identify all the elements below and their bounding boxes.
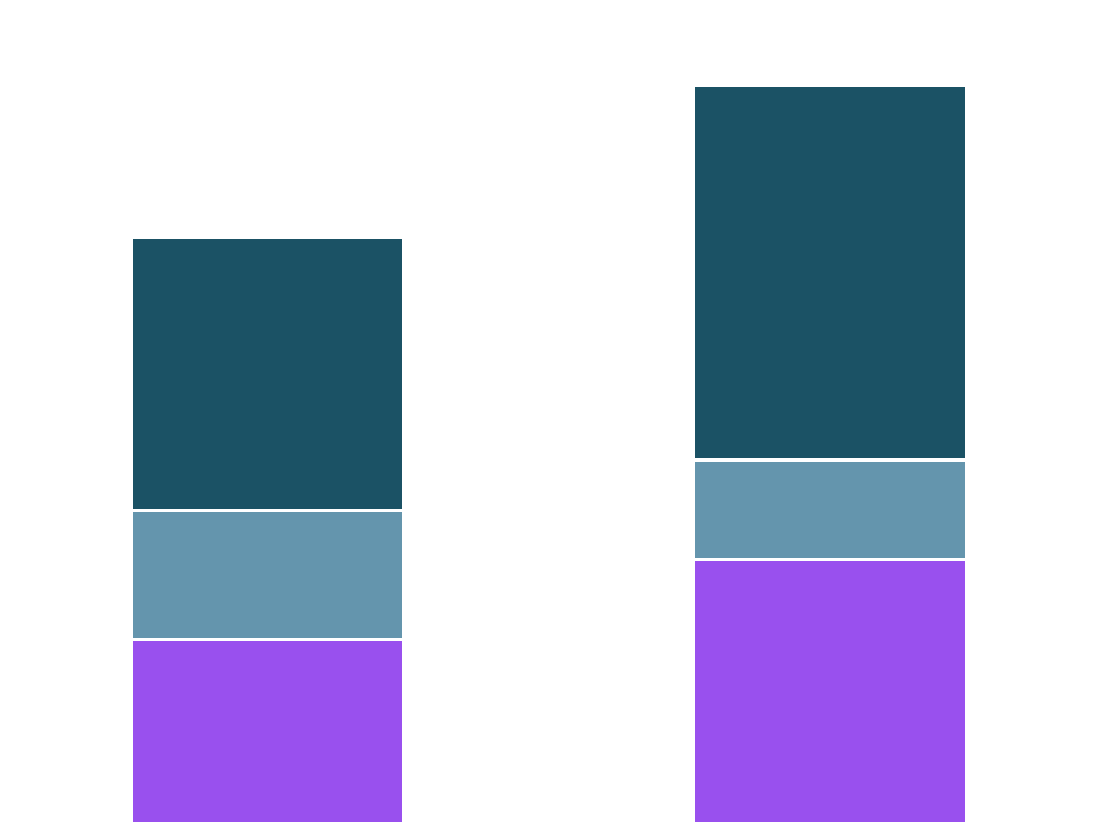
bar-1-separator-upper xyxy=(133,509,402,512)
bar-1-segment-series-3[interactable]: 27 xyxy=(133,239,402,509)
bar-1-segment-series-1-value: 18.1 xyxy=(133,641,134,642)
stacked-bar-category-2[interactable]: Category 2 37.1 9.6 26.1 xyxy=(695,87,965,822)
bar-2-segment-series-2-value: 9.6 xyxy=(695,462,696,463)
stacked-bar-category-1[interactable]: Category 1 27 12.6 18.1 xyxy=(133,239,402,822)
bar-1-segment-series-2[interactable]: 12.6 xyxy=(133,512,402,638)
bar-2-segment-series-1[interactable]: 26.1 xyxy=(695,561,965,822)
bar-2-segment-series-1-value: 26.1 xyxy=(695,561,696,562)
bar-2-segment-series-3[interactable]: 37.1 xyxy=(695,87,965,458)
bar-1-segment-series-1[interactable]: 18.1 xyxy=(133,641,402,822)
bar-1-segment-series-2-value: 12.6 xyxy=(133,512,134,513)
bar-2-segment-series-3-value: 37.1 xyxy=(695,87,696,88)
bar-2-segment-series-2[interactable]: 9.6 xyxy=(695,462,965,558)
bar-2-separator-lower xyxy=(695,558,965,561)
bar-1-separator-lower xyxy=(133,638,402,641)
bar-1-segment-series-3-value: 27 xyxy=(133,239,134,240)
bar-2-separator-upper xyxy=(695,458,965,462)
